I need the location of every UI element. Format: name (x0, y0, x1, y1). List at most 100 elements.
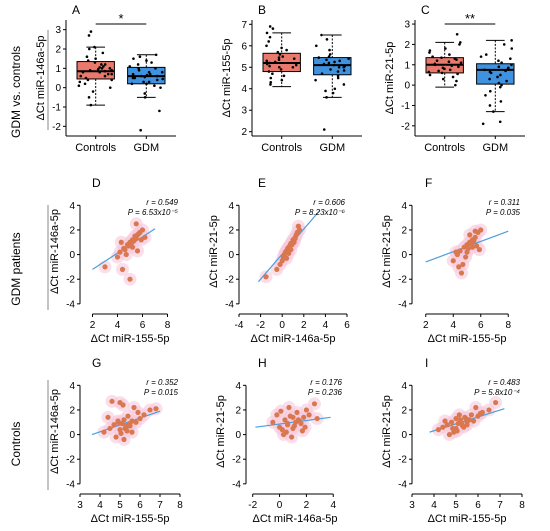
x-tick-label: 7 (157, 500, 163, 511)
x-tick-label: 6 (475, 500, 481, 511)
data-point (273, 60, 277, 64)
data-point (98, 70, 101, 74)
data-point (96, 68, 100, 71)
y-axis-label: ΔCt miR-21-5p (381, 215, 393, 288)
data-point (440, 424, 446, 430)
data-point (336, 76, 340, 80)
data-point (327, 55, 331, 58)
data-point (338, 59, 341, 63)
x-tick-label: 8 (505, 320, 511, 331)
data-point (333, 60, 336, 64)
data-point (285, 48, 288, 52)
data-point (459, 61, 463, 65)
x-tick-label: 3 (77, 500, 83, 511)
panel-letter: A (72, 3, 80, 17)
y-tick-label: -4 (398, 299, 407, 310)
data-point (478, 227, 484, 233)
x-tick-label: 8 (519, 500, 525, 511)
data-point (271, 72, 274, 76)
data-point (437, 69, 440, 73)
data-point (147, 407, 153, 413)
data-point (453, 249, 459, 255)
data-point (84, 76, 88, 80)
data-point (343, 64, 347, 68)
data-point (453, 415, 459, 422)
data-point (493, 399, 499, 406)
row-label-controls: Controls (9, 421, 23, 467)
y-tick-label: 4 (69, 201, 75, 212)
data-point (333, 87, 337, 91)
data-point (274, 412, 280, 418)
data-point (498, 120, 502, 124)
y-tick-label: -1 (52, 103, 61, 114)
data-point (147, 80, 151, 84)
data-point (454, 428, 460, 434)
significance-marker: * (118, 11, 123, 26)
data-point (463, 415, 469, 422)
data-point (110, 72, 113, 76)
y-tick-label: 0 (401, 250, 407, 261)
data-point (325, 38, 329, 41)
data-point (143, 75, 147, 79)
data-point (86, 59, 90, 62)
y-axis-label: ΔCt miR-21-5p (381, 395, 393, 468)
data-point (286, 404, 292, 411)
data-point (451, 75, 455, 79)
data-point (500, 83, 503, 87)
data-point (265, 31, 269, 35)
y-tick-label: 1 (404, 60, 410, 71)
data-point (484, 93, 487, 97)
data-point (278, 408, 284, 414)
x-tick-label: 7 (497, 500, 503, 511)
data-point (435, 59, 439, 63)
data-point (291, 423, 297, 429)
data-point (125, 413, 131, 419)
data-point (314, 78, 317, 82)
data-point (431, 55, 434, 58)
data-point (449, 419, 455, 425)
correlation-r: r = 0.311 (489, 198, 520, 207)
panel-C: C -2 -1 0 1 2 3 Controls GDM ΔCt miR-21-5p ** (384, 3, 525, 154)
data-point (111, 422, 117, 428)
x-tick-label: -2 (256, 320, 265, 331)
data-point (268, 25, 272, 28)
data-point (109, 398, 115, 404)
data-point (139, 227, 146, 233)
data-point (458, 270, 465, 276)
data-point (113, 434, 119, 440)
data-point (472, 228, 478, 234)
data-point (456, 264, 462, 270)
data-point (311, 401, 318, 407)
panel-letter: C (421, 3, 430, 17)
y-tick-label: 2 (69, 225, 75, 236)
y-tick-label: 2 (228, 225, 234, 236)
data-point (89, 30, 93, 33)
data-point (103, 63, 107, 66)
y-tick-label: -2 (398, 275, 407, 286)
data-point (276, 50, 280, 54)
x-tick-label: 4 (97, 500, 103, 511)
y-tick-label: -2 (401, 121, 410, 132)
data-point (457, 248, 463, 254)
x-tick-label: 6 (140, 320, 146, 331)
panel-E: E -4 -2 0 2 4 -4 -2 0 2 4 6 ΔCt miR-146a-5p ΔCt miR-2… (208, 176, 350, 345)
data-point (497, 59, 500, 63)
data-point (137, 68, 141, 72)
data-point (282, 74, 286, 78)
data-point (155, 78, 159, 82)
data-point (108, 86, 112, 89)
data-point (444, 47, 447, 50)
data-point (471, 418, 477, 424)
data-point (324, 89, 327, 93)
y-tick-label: -1 (401, 101, 410, 112)
data-point (136, 63, 140, 66)
y-axis-label: ΔCt miR-146a-5p (35, 36, 47, 121)
data-point (279, 427, 285, 433)
data-point (476, 247, 482, 253)
y-axis-label: ΔCt miR-155-5p (221, 39, 233, 118)
x-axis-label: ΔCt miR-146a-5p (251, 333, 336, 345)
data-point (322, 128, 326, 131)
correlation-r: r = 0.352 (146, 378, 178, 387)
data-point (131, 404, 137, 411)
data-point (320, 72, 324, 76)
